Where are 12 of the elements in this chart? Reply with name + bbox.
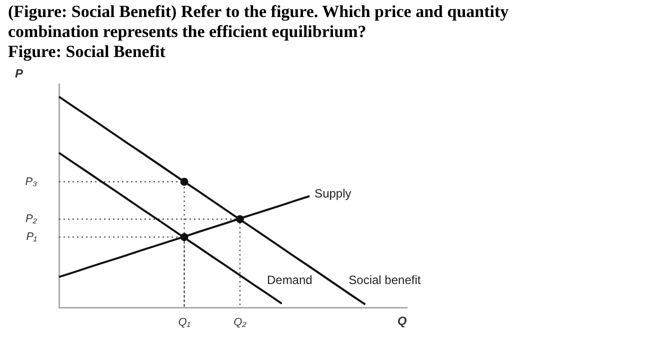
x-axis-title: Q xyxy=(397,314,408,328)
chart-title: (Figure: Social Benefit) Refer to the figure. Which price and quantity combination represents the efficient equilibrium? xyxy=(8,2,510,42)
text: P₂ xyxy=(25,213,38,226)
chart-subtitle: Figure: Social Benefit xyxy=(8,42,166,62)
y-axis-title: P xyxy=(14,66,24,80)
series-label: Supply xyxy=(314,186,352,200)
series-label: Demand xyxy=(266,273,312,287)
series-label: Social benefit xyxy=(348,273,422,287)
text: P₃ xyxy=(25,176,38,188)
x-tick-label: Q₁ xyxy=(178,316,191,328)
x-tick-label: Q₂ xyxy=(234,316,248,328)
text: P₁ xyxy=(26,231,38,244)
